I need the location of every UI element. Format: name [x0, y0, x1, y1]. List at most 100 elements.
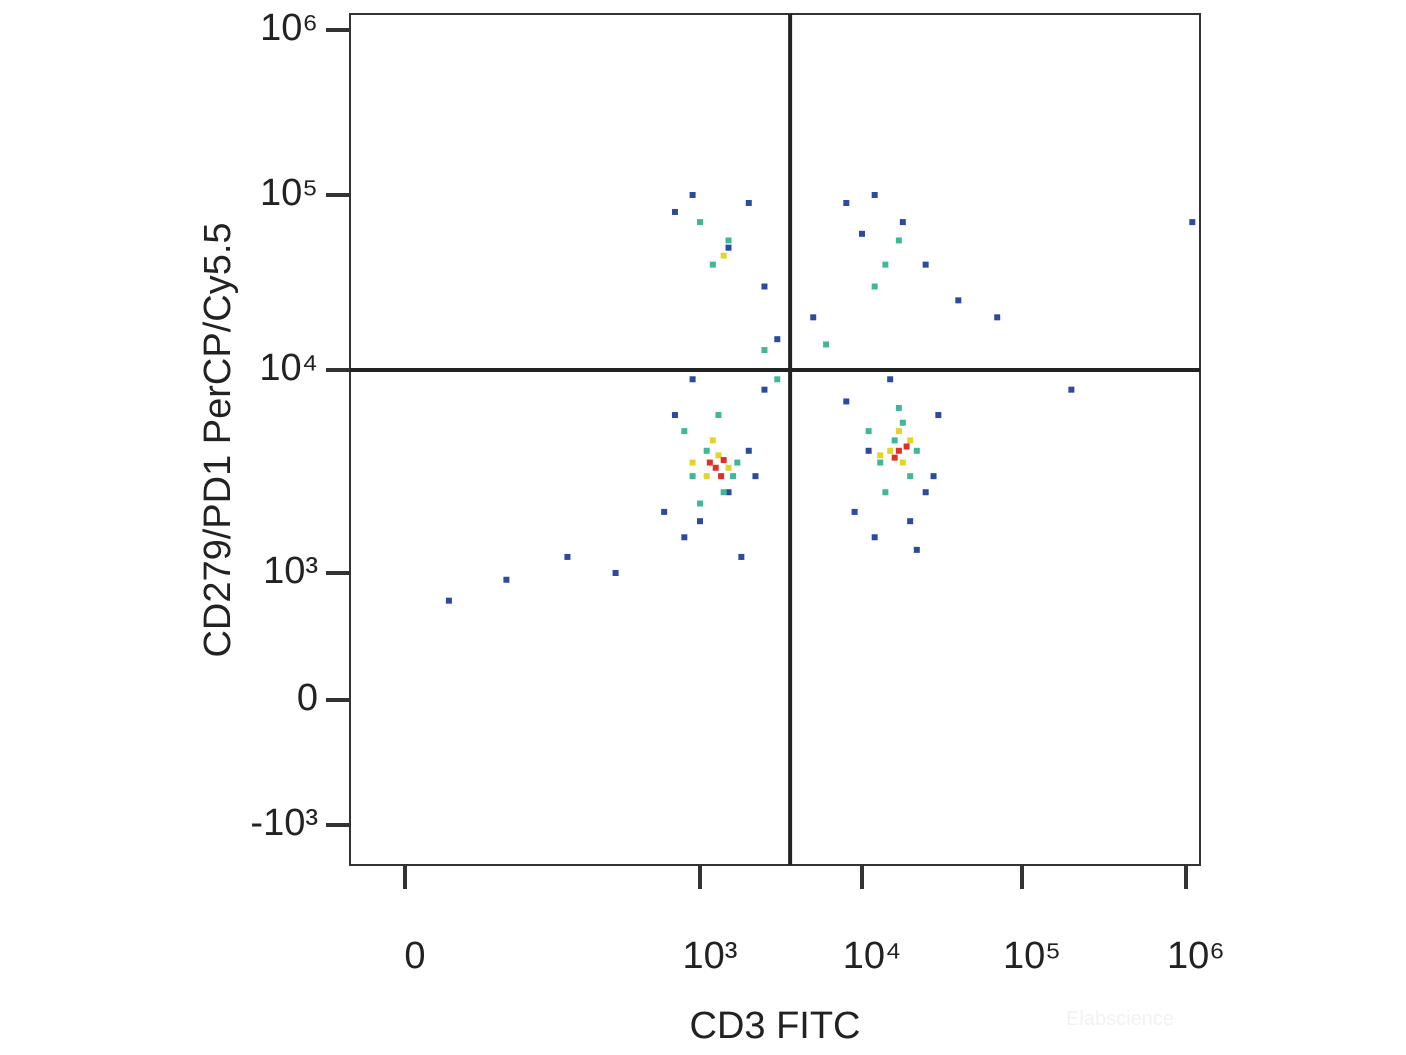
dot [774, 376, 781, 383]
dot [930, 473, 937, 480]
dot [715, 412, 722, 419]
dot [899, 419, 906, 426]
dot [903, 443, 910, 450]
dot [935, 412, 942, 419]
dot [913, 447, 920, 454]
y-tick-label: 10⁶ [260, 7, 318, 49]
dot [922, 489, 929, 496]
dot [503, 576, 510, 583]
dot [895, 428, 902, 435]
dot [725, 237, 732, 244]
y-axis-label: CD279/PD1 PerCP/Cy5.5 [197, 222, 239, 657]
dot [823, 341, 830, 348]
dot [752, 473, 759, 480]
dot [882, 489, 889, 496]
dot [899, 219, 906, 226]
dot [689, 192, 696, 198]
dot [734, 459, 741, 466]
dot [612, 570, 619, 576]
dot [689, 376, 696, 383]
dot [725, 244, 732, 251]
dot [745, 200, 752, 207]
dot [671, 208, 678, 215]
dot [891, 454, 898, 461]
dot [697, 219, 703, 226]
dot [712, 464, 719, 471]
x-axis-label: CD3 FITC [690, 1005, 861, 1047]
dot [859, 230, 865, 237]
dot [843, 200, 850, 207]
dot [761, 283, 768, 290]
dot [720, 252, 727, 259]
dot [899, 459, 906, 466]
dot [887, 447, 894, 454]
y-tick-label: 10⁵ [260, 172, 318, 214]
dot [877, 452, 884, 459]
plot-frame [349, 13, 1201, 866]
dot [843, 398, 850, 405]
y-tick-label: 10³ [263, 550, 318, 592]
watermark: Elabscience [1066, 1008, 1174, 1030]
dot [445, 597, 452, 604]
x-tick-label: 10⁶ [1167, 935, 1225, 977]
dot [871, 192, 878, 198]
y-tick-label: -10³ [250, 802, 318, 844]
dot [895, 404, 902, 411]
dot [922, 261, 929, 268]
dot [761, 386, 768, 393]
dot [871, 534, 878, 541]
dot [1189, 219, 1196, 226]
dot [761, 347, 768, 354]
dot [994, 314, 1001, 321]
dot [877, 459, 884, 466]
dot [720, 489, 727, 496]
dot [725, 464, 732, 471]
dot [882, 261, 889, 268]
dot [895, 447, 902, 454]
dot [891, 437, 898, 444]
dot [907, 473, 914, 480]
dot [895, 237, 902, 244]
dot [697, 518, 703, 525]
dot [564, 553, 571, 560]
dot [689, 473, 696, 480]
dot [865, 447, 872, 454]
dot [730, 473, 737, 480]
dot [709, 261, 716, 268]
dot [851, 508, 858, 515]
dot [697, 500, 703, 507]
dot [907, 518, 914, 525]
dot [955, 297, 962, 304]
x-tick-label: 10³ [683, 935, 738, 977]
y-tick-label: 10⁴ [259, 347, 318, 389]
dot [720, 457, 727, 464]
x-tick-label: 10⁴ [843, 935, 902, 977]
dot [718, 473, 725, 480]
dot [671, 412, 678, 419]
dot [715, 452, 722, 459]
dot [745, 447, 752, 454]
dot [706, 459, 713, 466]
dot [887, 376, 894, 383]
dot [1068, 386, 1075, 393]
dot [681, 534, 688, 541]
dot [689, 459, 696, 466]
dot [865, 428, 872, 435]
dot [907, 437, 914, 444]
dot [709, 437, 716, 444]
dot [703, 447, 710, 454]
dot [738, 553, 745, 560]
x-tick-label: 0 [404, 935, 425, 977]
dot [681, 428, 688, 435]
dot [725, 489, 732, 496]
y-tick-label: 0 [297, 677, 318, 719]
dot [774, 336, 781, 343]
dot [810, 314, 817, 321]
dot [703, 473, 710, 480]
dot [913, 546, 920, 553]
dot [871, 283, 878, 290]
x-tick-label: 10⁵ [1003, 935, 1061, 977]
dot [661, 508, 668, 515]
